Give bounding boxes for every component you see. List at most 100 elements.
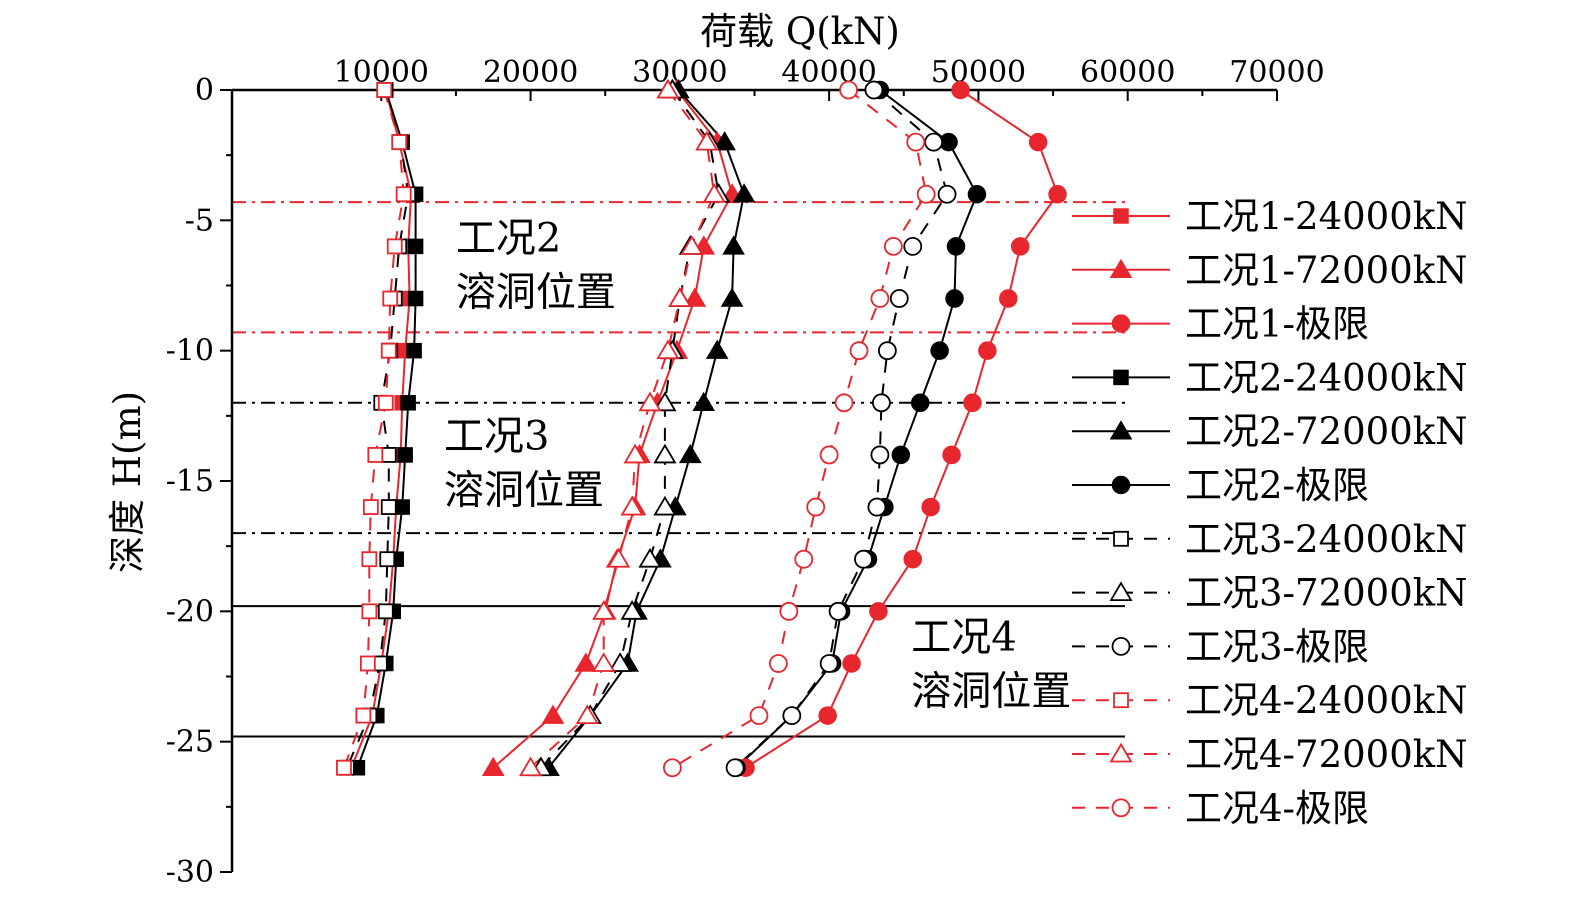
data-point-9-10 (361, 603, 378, 620)
data-point-6-8 (380, 499, 397, 515)
data-point-4-7 (678, 443, 702, 464)
annotation-1-line-1: 溶洞位置 (444, 468, 604, 514)
legend-label-8: 工况3-极限 (1185, 625, 1369, 668)
data-point-2-5 (978, 341, 997, 360)
data-point-4-6 (692, 391, 716, 412)
data-point-9-1 (391, 134, 408, 151)
data-point-11-10 (779, 601, 799, 621)
data-point-3-5 (406, 342, 422, 359)
data-point-9-4 (382, 290, 399, 307)
data-point-10-13 (518, 756, 543, 777)
data-point-2-2 (1048, 185, 1067, 204)
data-point-11-4 (870, 289, 890, 308)
data-point-2-11 (842, 654, 861, 673)
data-point-7-6 (653, 391, 677, 412)
data-point-4-1 (713, 131, 736, 151)
data-point-7-11 (608, 652, 632, 672)
data-point-3-3 (407, 238, 424, 255)
legend-marker-9 (1113, 692, 1129, 709)
data-point-8-4 (889, 289, 909, 308)
legend-marker-10 (1109, 742, 1133, 763)
data-point-2-8 (921, 497, 940, 517)
data-point-9-2 (395, 186, 412, 203)
data-point-10-4 (668, 287, 692, 307)
x-tick-label: 20000 (483, 55, 578, 90)
data-point-11-13 (662, 758, 682, 778)
legend-label-11: 工况4-极限 (1185, 787, 1369, 830)
data-point-4-3 (722, 235, 745, 255)
data-point-11-9 (794, 549, 814, 569)
series-line-9 (343, 89, 405, 769)
data-point-9-3 (386, 238, 403, 255)
x-tick-label: 60000 (1080, 55, 1175, 90)
data-point-10-8 (620, 495, 644, 516)
data-point-9-8 (362, 499, 379, 515)
legend-label-9: 工况4-24000kN (1185, 679, 1468, 722)
data-point-10-0 (656, 78, 680, 99)
data-point-3-4 (407, 290, 424, 307)
x-tick-label: 70000 (1229, 55, 1324, 90)
data-point-11-2 (916, 184, 936, 204)
data-point-5-7 (891, 445, 911, 465)
legend-marker-7 (1109, 581, 1133, 601)
data-point-2-1 (1028, 132, 1048, 152)
data-point-9-7 (367, 447, 384, 463)
data-point-11-6 (834, 393, 854, 413)
series-line-6 (345, 89, 410, 769)
legend-marker-8 (1111, 637, 1131, 656)
legend-marker-3 (1113, 369, 1129, 386)
data-point-1-11 (574, 652, 598, 672)
data-point-8-6 (871, 393, 891, 413)
y-axis-title: 深度 H(m) (106, 391, 149, 573)
data-point-7-8 (653, 495, 677, 516)
legend-marker-1 (1109, 258, 1133, 279)
data-point-11-7 (819, 445, 839, 465)
legend-marker-11 (1111, 798, 1131, 818)
data-point-9-12 (355, 707, 372, 724)
data-point-10-7 (623, 443, 647, 464)
data-point-2-3 (1010, 237, 1030, 256)
data-point-8-9 (854, 549, 873, 569)
data-point-10-5 (656, 339, 680, 360)
data-point-9-5 (380, 342, 397, 359)
data-point-5-5 (930, 341, 949, 360)
series-line-4 (547, 89, 746, 769)
data-point-4-5 (705, 339, 729, 359)
legend-marker-0 (1113, 208, 1129, 224)
legend-label-7: 工况3-72000kN (1185, 572, 1468, 615)
data-point-4-2 (732, 183, 756, 203)
data-point-6-9 (379, 551, 396, 568)
data-point-9-0 (376, 82, 393, 98)
data-point-10-12 (575, 704, 599, 724)
series-markers (336, 78, 1067, 778)
legend-label-2: 工况1-极限 (1185, 303, 1369, 346)
data-point-8-13 (725, 758, 745, 778)
data-point-11-8 (806, 497, 826, 517)
legend-label-4: 工况2-72000kN (1185, 410, 1468, 453)
legend-label-10: 工况4-72000kN (1185, 733, 1468, 776)
data-point-7-9 (638, 547, 662, 568)
data-point-10-10 (592, 600, 616, 620)
data-point-2-0 (951, 80, 970, 100)
series-line-3 (356, 89, 417, 769)
data-point-7-10 (620, 600, 644, 620)
data-point-8-3 (903, 236, 923, 256)
y-tick-label: 0 (195, 73, 214, 108)
data-point-9-9 (361, 551, 378, 568)
data-point-1-12 (541, 704, 565, 724)
data-point-10-6 (638, 391, 662, 412)
legend-label-6: 工况3-24000kN (1185, 518, 1468, 561)
data-point-8-0 (864, 80, 884, 100)
series-line-7 (540, 89, 720, 769)
y-tick-label: -20 (166, 594, 214, 629)
legend-marker-6 (1113, 530, 1129, 547)
y-tick-label: -15 (166, 464, 214, 499)
data-point-2-6 (963, 393, 982, 413)
data-point-2-12 (818, 706, 837, 725)
data-point-7-7 (653, 443, 677, 464)
data-point-6-7 (380, 447, 397, 463)
data-point-10-9 (607, 547, 631, 568)
